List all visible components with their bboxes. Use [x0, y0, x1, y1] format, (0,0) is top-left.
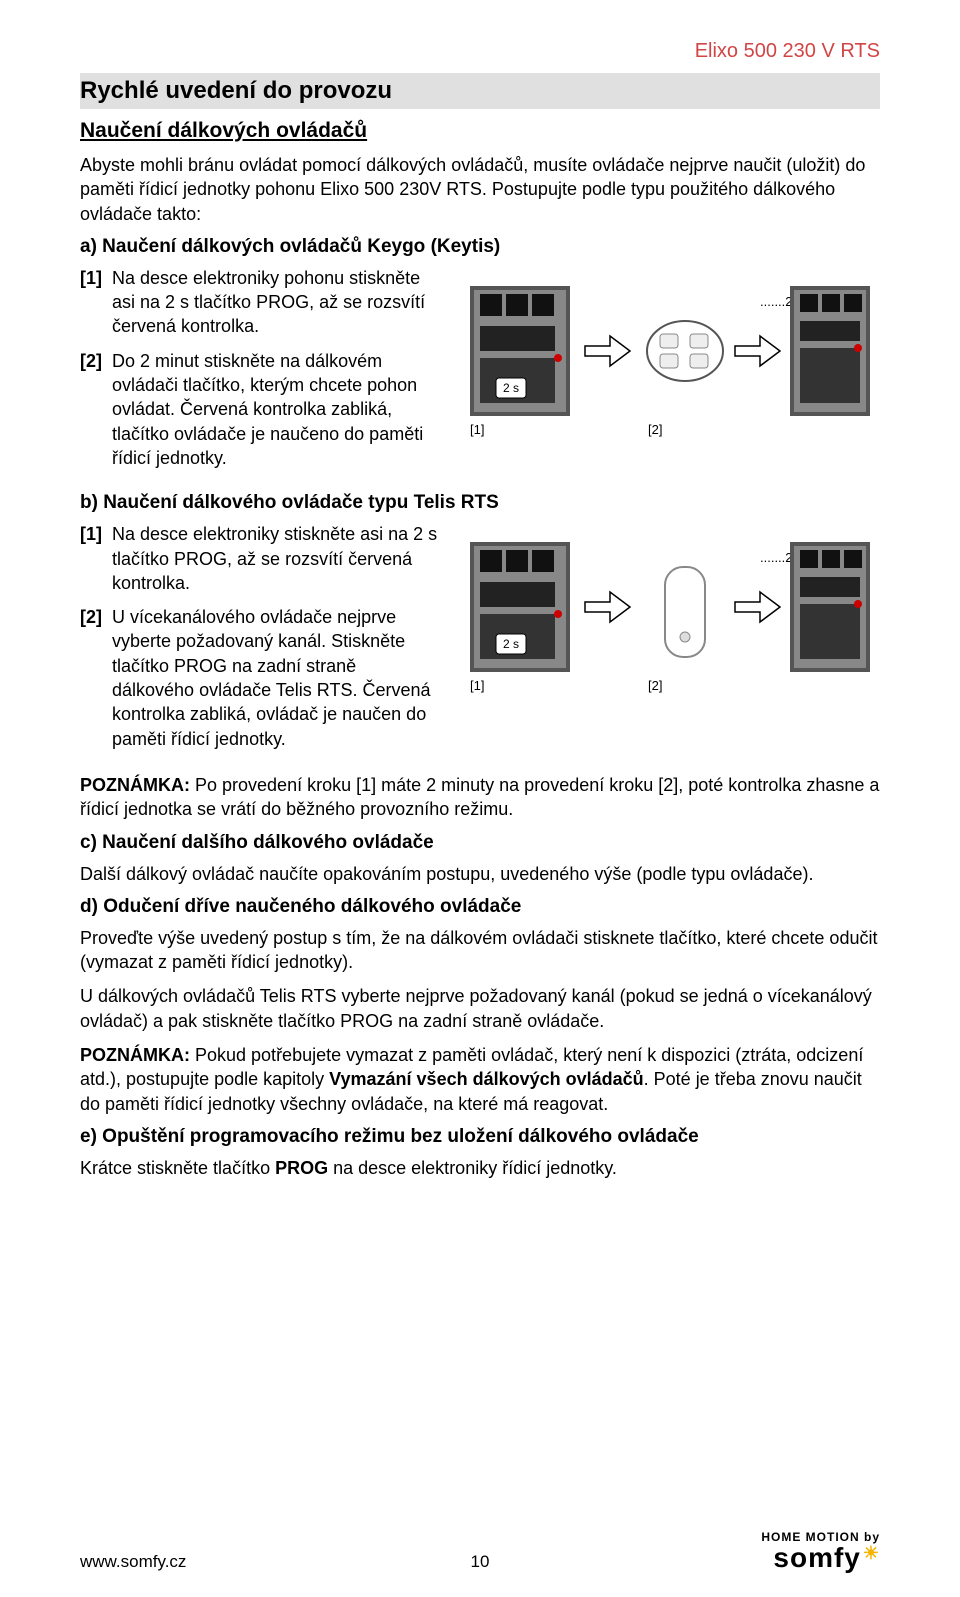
- footer-url: www.somfy.cz: [80, 1552, 186, 1572]
- diagram-keygo: 2 s [1] [2] .......2 min.......: [460, 266, 880, 456]
- heading-c: c) Naučení dalšího dálkového ovládače: [80, 832, 880, 854]
- step-text: U vícekanálového ovládače nejprve vybert…: [112, 605, 440, 751]
- text-bold: PROG: [256, 292, 309, 312]
- heading-a: a) Naučení dálkových ovládačů Keygo (Key…: [80, 236, 880, 258]
- product-header: Elixo 500 230 V RTS: [80, 40, 880, 63]
- note-text: Po provedení kroku [1] máte 2 minuty na …: [80, 775, 879, 819]
- heading-e: e) Opuštění programovacího režimu bez ul…: [80, 1126, 880, 1148]
- text-c: Další dálkový ovládač naučíte opakováním…: [80, 862, 880, 886]
- svg-text:2 s: 2 s: [503, 381, 519, 395]
- step-text: Na desce elektroniky stiskněte asi na 2 …: [112, 522, 440, 595]
- logo-text: somfy: [773, 1542, 860, 1573]
- note-label: POZNÁMKA:: [80, 775, 190, 795]
- step-marker: [2]: [80, 349, 112, 470]
- step-text: Na desce elektroniky pohonu stiskněte as…: [112, 266, 440, 339]
- text-span: Krátce stiskněte tlačítko: [80, 1158, 275, 1178]
- step-marker: [1]: [80, 522, 112, 595]
- intro-paragraph: Abyste mohli bránu ovládat pomocí dálkov…: [80, 153, 880, 226]
- text-bold: PROG: [174, 656, 227, 676]
- step-marker: [2]: [80, 605, 112, 751]
- step-text: Do 2 minut stiskněte na dálkovém ovládač…: [112, 349, 440, 470]
- text-span: na desce elektroniky řídicí jednotky.: [328, 1158, 617, 1178]
- diagram-telis: 2 s [1] [2] .......2 min.......: [460, 522, 880, 712]
- text-bold: Vymazání všech dálkových ovládačů: [329, 1069, 643, 1089]
- heading-d: d) Odučení dříve naučeného dálkového ovl…: [80, 896, 880, 918]
- step-a1: [1] Na desce elektroniky pohonu stisknět…: [80, 266, 440, 339]
- text-e: Krátce stiskněte tlačítko PROG na desce …: [80, 1156, 880, 1180]
- sun-icon: ☀: [863, 1544, 880, 1562]
- logo-wordmark: somfy☀: [761, 1544, 880, 1572]
- somfy-logo: HOME MOTION by somfy☀: [761, 1530, 880, 1572]
- note-after-b: POZNÁMKA: Po provedení kroku [1] máte 2 …: [80, 773, 880, 822]
- page-footer: www.somfy.cz 10 HOME MOTION by somfy☀: [80, 1530, 880, 1572]
- step-b2: [2] U vícekanálového ovládače nejprve vy…: [80, 605, 440, 751]
- page-title: Rychlé uvedení do provozu: [80, 73, 880, 109]
- step-marker: [1]: [80, 266, 112, 339]
- svg-text:2 s: 2 s: [503, 637, 519, 651]
- text-bold: PROG: [174, 549, 227, 569]
- footer-page-number: 10: [471, 1552, 490, 1572]
- svg-text:[2]: [2]: [648, 422, 662, 437]
- note-label: POZNÁMKA:: [80, 1045, 190, 1065]
- heading-b: b) Naučení dálkového ovládače typu Telis…: [80, 492, 880, 514]
- steps-a: [1] Na desce elektroniky pohonu stisknět…: [80, 266, 440, 470]
- subsection-learn-remotes: Naučení dálkových ovládačů: [80, 119, 880, 143]
- text-d1: Proveďte výše uvedený postup s tím, že n…: [80, 926, 880, 975]
- step-b1: [1] Na desce elektroniky stiskněte asi n…: [80, 522, 440, 595]
- text-bold: PROG: [275, 1158, 328, 1178]
- svg-text:[2]: [2]: [648, 678, 662, 693]
- note-d: POZNÁMKA: Pokud potřebujete vymazat z pa…: [80, 1043, 880, 1116]
- text-d2: U dálkových ovládačů Telis RTS vyberte n…: [80, 984, 880, 1033]
- step-a2: [2] Do 2 minut stiskněte na dálkovém ovl…: [80, 349, 440, 470]
- svg-text:[1]: [1]: [470, 678, 484, 693]
- svg-text:[1]: [1]: [470, 422, 484, 437]
- steps-b: [1] Na desce elektroniky stiskněte asi n…: [80, 522, 440, 751]
